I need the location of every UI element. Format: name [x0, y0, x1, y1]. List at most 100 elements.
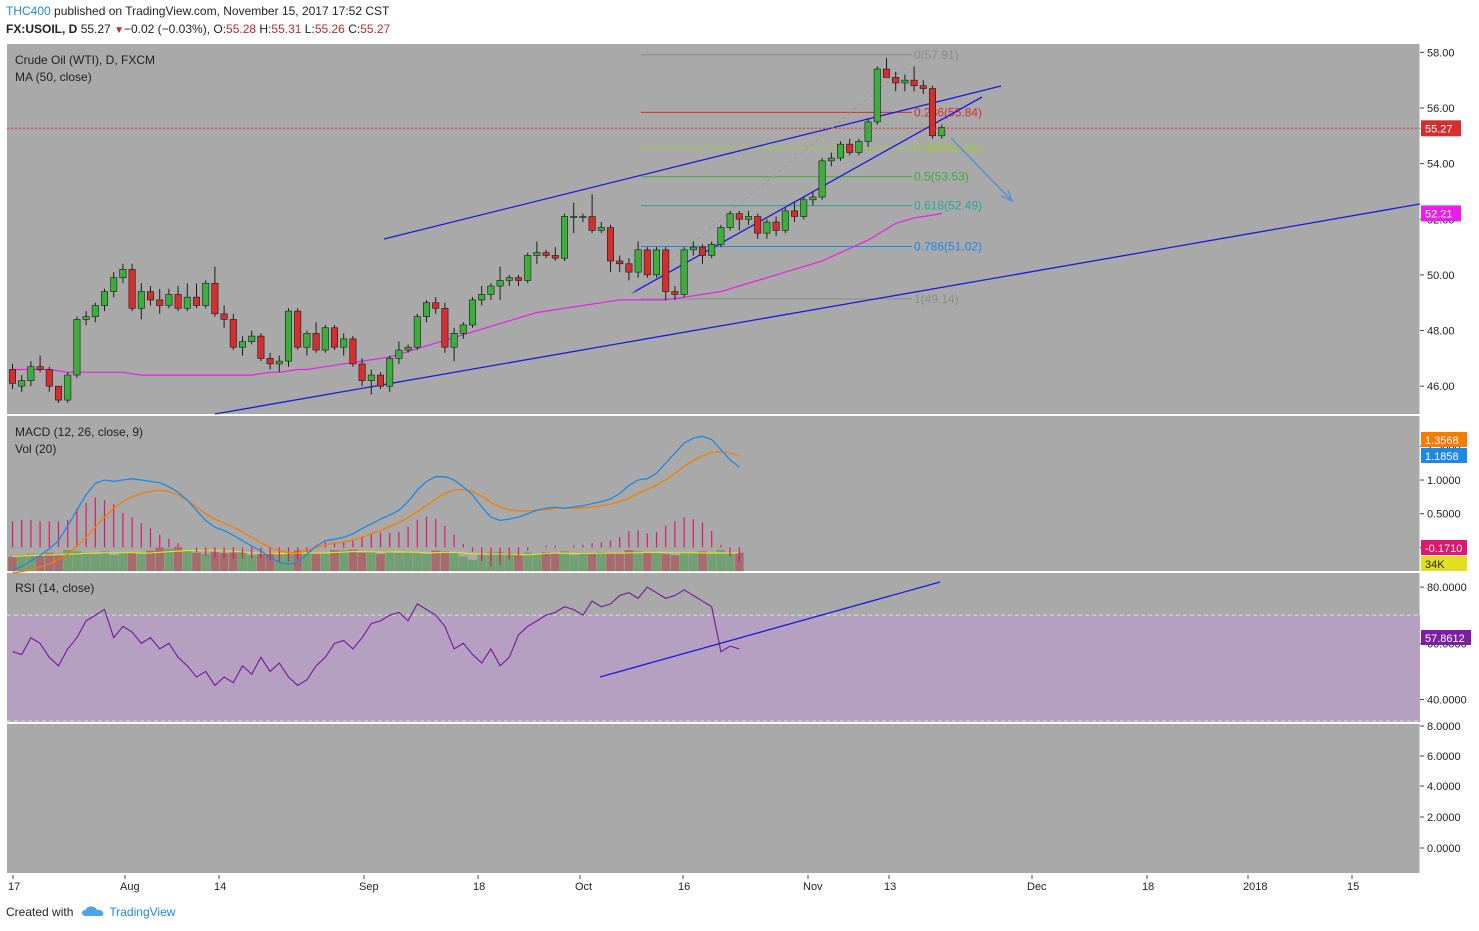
price-tick-label: 56.00 — [1427, 103, 1455, 115]
volume-bar — [560, 551, 569, 572]
rsi-tick-label: 80.0000 — [1427, 582, 1467, 594]
volume-bar — [155, 547, 165, 572]
candle-body — [616, 260, 624, 265]
candle-body — [294, 310, 302, 348]
candle-body — [800, 199, 808, 217]
candle-body — [744, 216, 752, 220]
volume-bar — [624, 550, 634, 572]
candle-body — [82, 316, 90, 320]
candle-body — [754, 216, 762, 234]
candle-body — [726, 213, 734, 228]
fib-level-label: 0.786(51.02) — [914, 240, 982, 254]
symbol-label: FX:USOIL, D — [6, 22, 78, 36]
volume-bar — [523, 552, 533, 572]
macd-tick-label: 0.5000 — [1427, 509, 1461, 521]
fib-trend-line — [631, 61, 913, 294]
tradingview-logo-link[interactable]: TradingView — [81, 905, 175, 919]
volume-bar — [81, 552, 91, 572]
volume-bar — [698, 551, 707, 572]
candle-body — [634, 249, 642, 273]
volume-bar — [440, 551, 450, 572]
candle-body — [257, 335, 265, 359]
time-axis[interactable] — [0, 875, 1479, 897]
candle-body — [156, 299, 164, 306]
candle-body — [376, 374, 384, 387]
high-value: 55.31 — [271, 22, 302, 36]
volume-bar — [26, 553, 36, 572]
volume-bar — [550, 553, 560, 572]
candle-body — [395, 349, 403, 359]
candle-body — [680, 249, 688, 295]
candle-body — [91, 305, 99, 317]
candle-body — [496, 280, 504, 287]
pane-4-tick-label: 8.0000 — [1427, 721, 1461, 733]
candle-body — [330, 327, 338, 348]
volume-bar — [90, 553, 100, 572]
tradingview-brand: TradingView — [109, 905, 176, 919]
low-label: L: — [304, 22, 315, 36]
candle-body — [689, 246, 697, 251]
volume-bar — [54, 553, 63, 572]
candle-body — [211, 282, 219, 315]
candle-body — [855, 141, 863, 153]
candle-body — [505, 277, 513, 281]
candle-body — [284, 310, 292, 362]
pane-1-indicator: MA (50, close) — [15, 70, 92, 84]
time-tick-label: 2018 — [1243, 881, 1267, 893]
candle-body — [809, 196, 817, 201]
candle-body — [818, 160, 826, 198]
volume-bar — [670, 555, 680, 572]
open-label: O: — [213, 22, 227, 36]
candle-body — [514, 277, 522, 281]
candle-body — [54, 385, 62, 401]
volume-bar — [146, 550, 155, 572]
candle-body — [18, 380, 26, 387]
pane-4-tick-label: 0.0000 — [1427, 843, 1461, 855]
volume-bar — [652, 552, 661, 572]
rsi-tick-label: 40.0000 — [1427, 695, 1467, 707]
pane-2-background[interactable] — [7, 416, 1420, 571]
volume-bar — [100, 551, 109, 572]
candle-body — [266, 358, 274, 365]
candle-body — [781, 210, 789, 231]
volume-bar — [412, 552, 422, 572]
volume-ma-line — [12, 549, 740, 558]
candle-body — [9, 369, 17, 384]
candle-body — [836, 143, 844, 159]
volume-bar — [320, 553, 330, 572]
candle-body — [101, 291, 109, 306]
created-with-text: Created with — [6, 905, 74, 919]
volume-bar — [532, 553, 542, 572]
price-tick-label: 58.00 — [1427, 47, 1455, 59]
volume-bar — [716, 550, 726, 572]
low-value: 55.26 — [314, 22, 345, 36]
volume-bar — [376, 553, 385, 572]
volume-bar — [339, 550, 349, 572]
fib-level-label: 1(49.14) — [914, 292, 959, 306]
rsi-band — [7, 615, 1420, 722]
macd-tick-label: 1.0000 — [1427, 475, 1461, 487]
candle-body — [892, 77, 900, 84]
candle-body — [147, 291, 155, 301]
volume-bar — [688, 552, 698, 572]
author-link[interactable]: THC400 — [6, 4, 51, 18]
high-label: H: — [259, 22, 272, 36]
candle-body — [128, 269, 136, 309]
volume-bar — [431, 550, 441, 572]
time-tick-label: Dec — [1027, 881, 1047, 893]
macd-line — [12, 435, 740, 572]
candle-body — [873, 68, 881, 123]
candle-body — [386, 358, 394, 387]
candle-body — [441, 307, 449, 348]
candle-body — [662, 249, 670, 292]
price-change: −0.02 (−0.03%) — [123, 22, 207, 36]
last-price: 55.27 — [80, 22, 111, 36]
candle-body — [928, 88, 936, 137]
candle-body — [422, 302, 430, 317]
pane-4-background[interactable] — [7, 724, 1420, 873]
pane-1-background[interactable] — [7, 44, 1420, 414]
candle-body — [551, 255, 559, 259]
volume-bar — [348, 549, 358, 572]
candle-body — [137, 291, 145, 309]
